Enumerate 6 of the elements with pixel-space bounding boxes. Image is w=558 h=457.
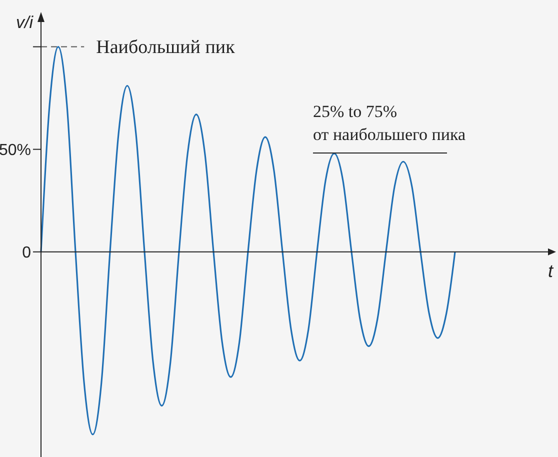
y-tick-label: 50% [0, 142, 31, 160]
x-axis-title: t [548, 260, 554, 281]
y-tick-label: 0 [22, 244, 32, 262]
annotation: 25% to 75% от наибольшего пика [313, 102, 466, 144]
y-axis-title: v/i [16, 13, 34, 32]
ref-line-label: Наибольший пик [96, 36, 236, 58]
